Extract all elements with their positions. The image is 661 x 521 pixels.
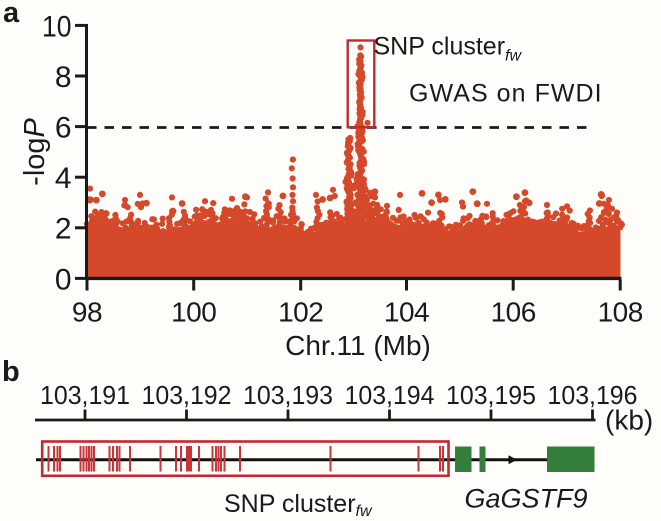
svg-text:6: 6 (55, 112, 72, 145)
svg-text:0: 0 (55, 263, 72, 296)
svg-text:4: 4 (55, 162, 72, 195)
svg-text:2: 2 (55, 213, 72, 246)
svg-text:103,196: 103,196 (548, 380, 638, 410)
svg-text:-logP: -logP (19, 117, 51, 185)
svg-text:104: 104 (384, 297, 429, 328)
svg-text:103,195: 103,195 (446, 380, 536, 410)
svg-text:103,193: 103,193 (243, 380, 333, 410)
svg-text:GaGSTF9: GaGSTF9 (465, 484, 588, 514)
svg-text:10: 10 (42, 10, 72, 43)
svg-text:b: b (2, 356, 20, 388)
svg-text:106: 106 (491, 297, 536, 328)
svg-text:SNP clusterfw: SNP clusterfw (224, 490, 373, 520)
svg-text:SNP clusterfw: SNP clusterfw (374, 33, 523, 65)
svg-text:8: 8 (55, 61, 72, 94)
svg-text:103,194: 103,194 (345, 380, 435, 410)
svg-text:103,192: 103,192 (142, 380, 232, 410)
svg-text:103,191: 103,191 (40, 380, 130, 410)
svg-text:98: 98 (72, 297, 102, 328)
svg-text:a: a (3, 0, 20, 29)
svg-text:100: 100 (171, 297, 216, 328)
svg-text:102: 102 (278, 297, 323, 328)
svg-text:GWAS on FWDI: GWAS on FWDI (409, 80, 603, 108)
svg-text:(kb): (kb) (605, 405, 653, 436)
svg-text:108: 108 (598, 297, 643, 328)
svg-text:Chr.11 (Mb): Chr.11 (Mb) (285, 330, 431, 361)
